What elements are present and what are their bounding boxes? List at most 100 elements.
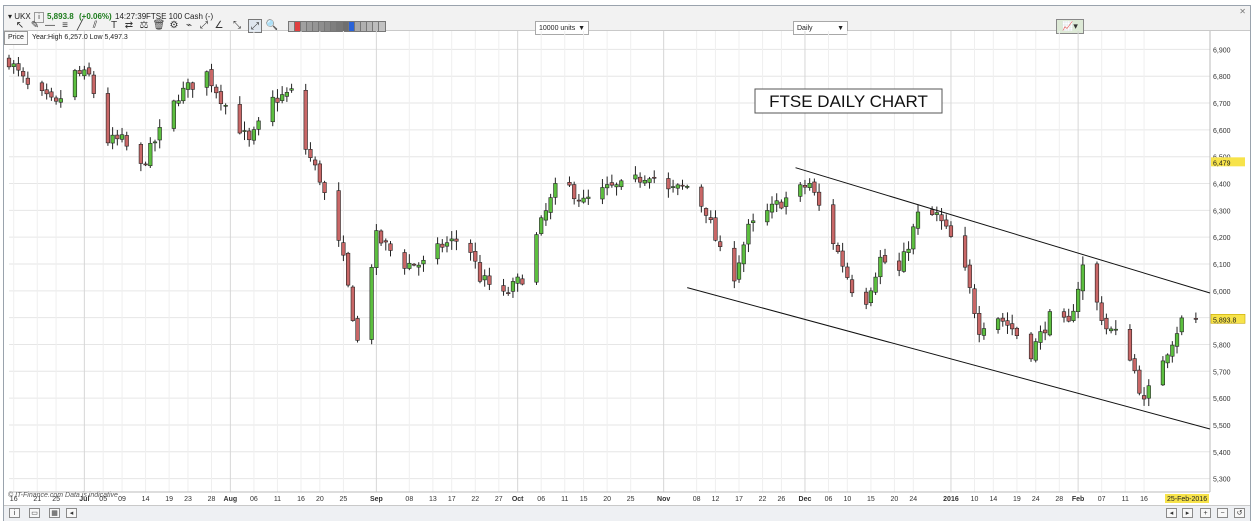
draw-icon[interactable]: ⤢ (200, 20, 208, 31)
y-tick-label: 6,800 (1213, 74, 1231, 81)
angle-icon[interactable]: ∠ (214, 20, 224, 31)
candle-body (586, 196, 591, 199)
x-tick-label: 26 (778, 496, 786, 503)
candle-body (501, 285, 506, 292)
candle-body (317, 163, 322, 183)
candle-body (388, 243, 393, 251)
trendline-upper (795, 167, 1211, 294)
candle-body (543, 210, 549, 221)
candle-body (185, 82, 191, 90)
candle-body (534, 234, 539, 283)
cursor-icon[interactable]: ↖ (15, 20, 25, 31)
pencil-icon[interactable]: ✎ (30, 20, 40, 31)
interval-select[interactable]: Daily ▼ (793, 21, 848, 35)
candle-body (341, 242, 346, 256)
x-tick-label: 17 (735, 496, 743, 503)
candle-body (1160, 360, 1166, 386)
trendline-icon[interactable]: ╱ (76, 20, 84, 31)
print-icon[interactable]: ▭ (29, 508, 40, 518)
candle-body (11, 63, 16, 67)
horizontal-line-icon[interactable]: ― (45, 20, 55, 31)
price-tag[interactable]: Price (4, 31, 28, 45)
candle-body (572, 184, 577, 200)
scale-icon[interactable]: ⚖ (139, 20, 149, 31)
y-tick-label: 6,900 (1213, 47, 1231, 54)
info-icon[interactable]: i (34, 12, 44, 23)
current-price-marker (1210, 314, 1246, 324)
color-swatch[interactable] (378, 21, 386, 32)
trash-icon[interactable]: 🗑 (152, 20, 166, 31)
x-tick-label: 15 (867, 496, 875, 503)
candle-body (680, 184, 685, 187)
candle-body (86, 67, 92, 75)
zoom-icon[interactable]: 🔍 (265, 20, 279, 31)
candle-body (336, 190, 341, 241)
candlestick-chart: 5,3005,4005,5005,6005,7005,8005,9006,000… (6, 31, 1246, 503)
info-icon[interactable]: i (9, 508, 20, 518)
candle-body (506, 292, 511, 294)
candle-body (1080, 264, 1085, 292)
candle-body (708, 217, 713, 221)
candle-body (784, 197, 789, 207)
chart-title-box (754, 88, 943, 114)
y-tick-label: 6,400 (1213, 182, 1231, 189)
x-tick-label: 11 (274, 496, 281, 503)
nav-left-icon[interactable]: ◂ (1166, 508, 1177, 518)
reset-icon[interactable]: ↺ (1234, 508, 1245, 518)
current-price-label: 5,893.8 (1213, 317, 1236, 324)
x-tick-label: 06 (250, 496, 258, 503)
candle-body (21, 71, 26, 77)
candle-body (779, 201, 784, 209)
candle-body (981, 328, 987, 336)
chart-type-icon[interactable]: 📈▾ (1056, 19, 1084, 34)
units-value: 10000 units (539, 25, 576, 32)
candle-body (1113, 328, 1118, 331)
candle-body (25, 77, 30, 85)
candle-body (962, 235, 968, 268)
candle-body (421, 259, 426, 265)
nav-right-icon[interactable]: ▸ (1182, 508, 1193, 518)
resize-icon[interactable]: ⤢ (248, 19, 262, 33)
candle-body (176, 100, 181, 104)
candle-body (435, 243, 440, 260)
zoom-out-icon[interactable]: − (1217, 508, 1228, 518)
text-icon[interactable]: T (110, 20, 118, 31)
y-tick-label: 5,300 (1213, 477, 1231, 484)
candle-body (1014, 327, 1019, 336)
fibonacci-icon[interactable]: ≡ (62, 20, 68, 31)
x-tick-label: 13 (429, 496, 437, 503)
nav-left-icon[interactable]: ◂ (66, 508, 77, 518)
candle-body (256, 120, 261, 130)
candle-body (934, 212, 939, 215)
candle-body (835, 244, 841, 252)
candle-body (1047, 311, 1052, 336)
settings-icon[interactable]: ⚙ (169, 20, 179, 31)
candle-body (703, 208, 709, 216)
close-icon[interactable]: ✕ (1239, 7, 1246, 16)
channel-icon[interactable]: ⫽ (92, 20, 98, 31)
arrows-icon[interactable]: ⇄ (124, 20, 134, 31)
candle-body (72, 70, 78, 98)
symbol-dropdown[interactable]: ▾ UKX (8, 12, 31, 21)
candle-body (44, 89, 49, 95)
grid-icon[interactable]: ▦ (49, 508, 60, 518)
x-tick-label: 24 (909, 496, 917, 503)
candle-body (642, 179, 647, 184)
indicator-icon[interactable]: ⌁ (185, 20, 193, 31)
expand-icon[interactable]: ⤡ (233, 20, 241, 31)
x-tick-label: 22 (471, 496, 479, 503)
candle-body (652, 176, 657, 179)
current-date-marker (1165, 494, 1209, 503)
candle-body (242, 130, 247, 132)
units-select[interactable]: 10000 units ▼ (535, 21, 589, 35)
grid (9, 31, 1210, 492)
candle-body (16, 63, 21, 71)
candle-body (58, 98, 63, 103)
candle-body (647, 178, 652, 183)
zoom-in-icon[interactable]: + (1200, 508, 1211, 518)
candle-body (609, 182, 614, 186)
x-tick-label: 25 (339, 496, 347, 503)
candle-body (666, 178, 671, 190)
candle-body (614, 184, 619, 188)
candle-body (685, 185, 690, 188)
